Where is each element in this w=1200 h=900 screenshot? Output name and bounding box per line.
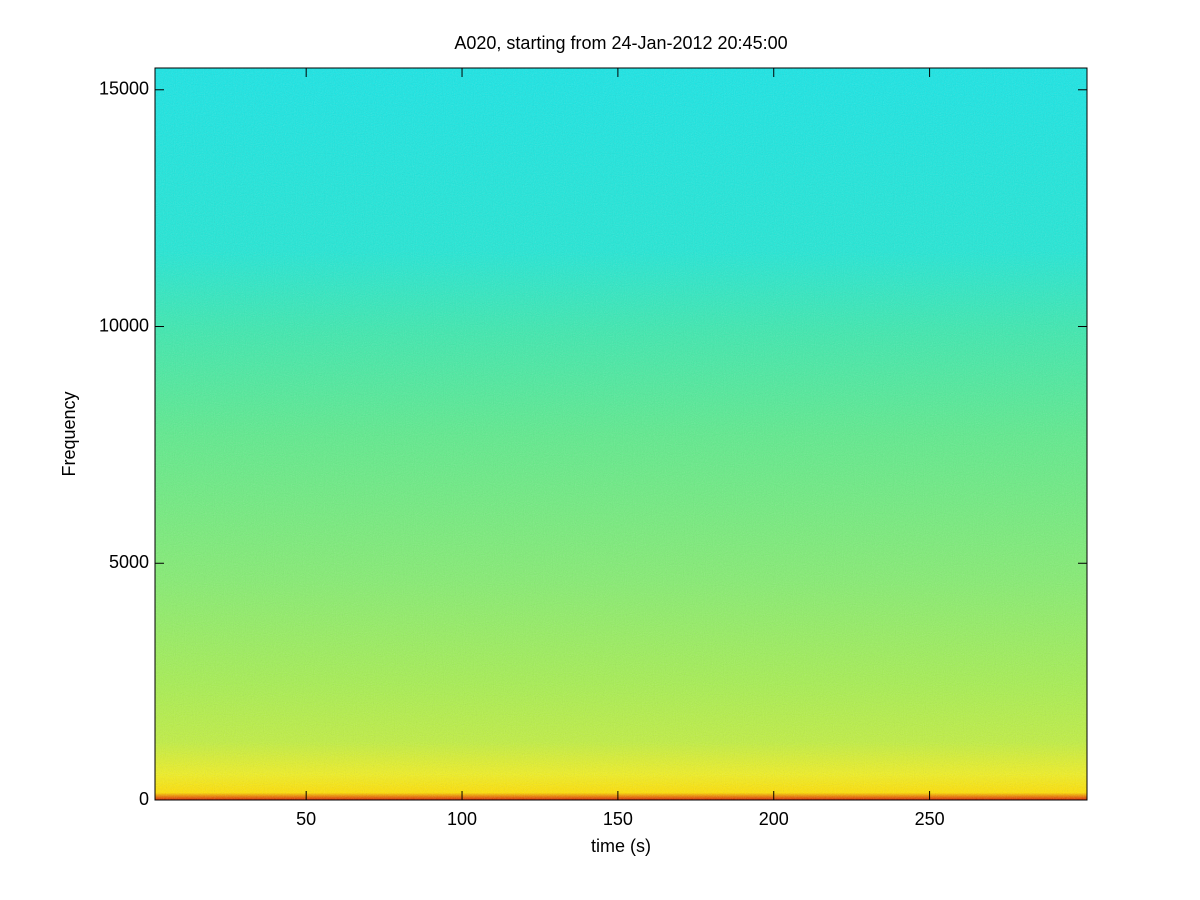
y-axis-label: Frequency xyxy=(59,391,79,476)
axes-box xyxy=(154,67,1088,801)
y-tick-label: 10000 xyxy=(99,315,149,335)
plot-area xyxy=(154,67,1088,801)
x-axis-label: time (s) xyxy=(591,836,651,856)
x-tick-label: 150 xyxy=(603,809,633,829)
x-tick-label: 50 xyxy=(296,809,316,829)
x-tick-label: 100 xyxy=(447,809,477,829)
spectrogram-texture xyxy=(155,68,1087,800)
y-tick-label: 15000 xyxy=(99,79,149,99)
y-tick-label: 5000 xyxy=(109,552,149,572)
y-tick-label: 0 xyxy=(139,789,149,809)
chart-title: A020, starting from 24-Jan-2012 20:45:00 xyxy=(454,33,787,53)
x-tick-label: 250 xyxy=(915,809,945,829)
x-tick-label: 200 xyxy=(759,809,789,829)
